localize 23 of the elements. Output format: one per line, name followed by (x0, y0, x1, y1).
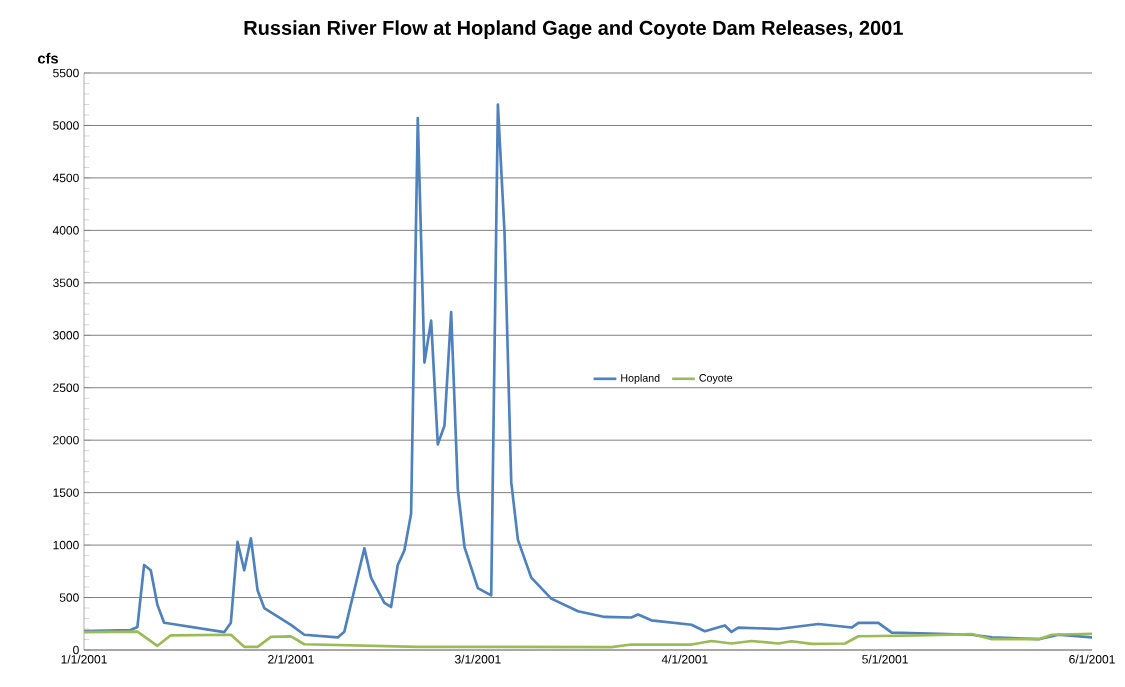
legend-label: Coyote (699, 374, 733, 384)
y-tick-label: 3500 (53, 278, 79, 288)
y-tick-label: 3000 (53, 331, 79, 340)
y-tick-label: 2000 (53, 435, 79, 445)
y-tick-label: 1500 (53, 488, 79, 497)
x-tick-label: 5/1/2001 (862, 654, 908, 664)
y-tick-label: 0 (73, 645, 79, 655)
x-tick-label: 2/1/2001 (268, 654, 314, 664)
line-series (84, 103, 1093, 641)
x-tick-label: 1/1/2001 (61, 654, 107, 664)
chart-title: Russian River Flow at Hopland Gage and Coyote Dam Releases, 2001 (244, 20, 903, 40)
y-tick-label: 4000 (52, 226, 79, 235)
x-tick-label: 4/1/2001 (661, 654, 708, 664)
x-tick-label: 3/1/2001 (454, 654, 501, 664)
x-tick-label: 6/1/2001 (1069, 654, 1115, 664)
y-tick-label: 1000 (53, 540, 79, 550)
y-tick-label: 5000 (53, 121, 79, 130)
y-tick-label: 4500 (52, 173, 79, 183)
y-tick-label: 5500 (53, 68, 79, 78)
y-tick-label: 500 (59, 593, 79, 602)
y-tick-label: 2500 (53, 383, 79, 392)
y-axis-title: cfs (37, 52, 58, 64)
legend-label: Hopland (621, 373, 660, 384)
